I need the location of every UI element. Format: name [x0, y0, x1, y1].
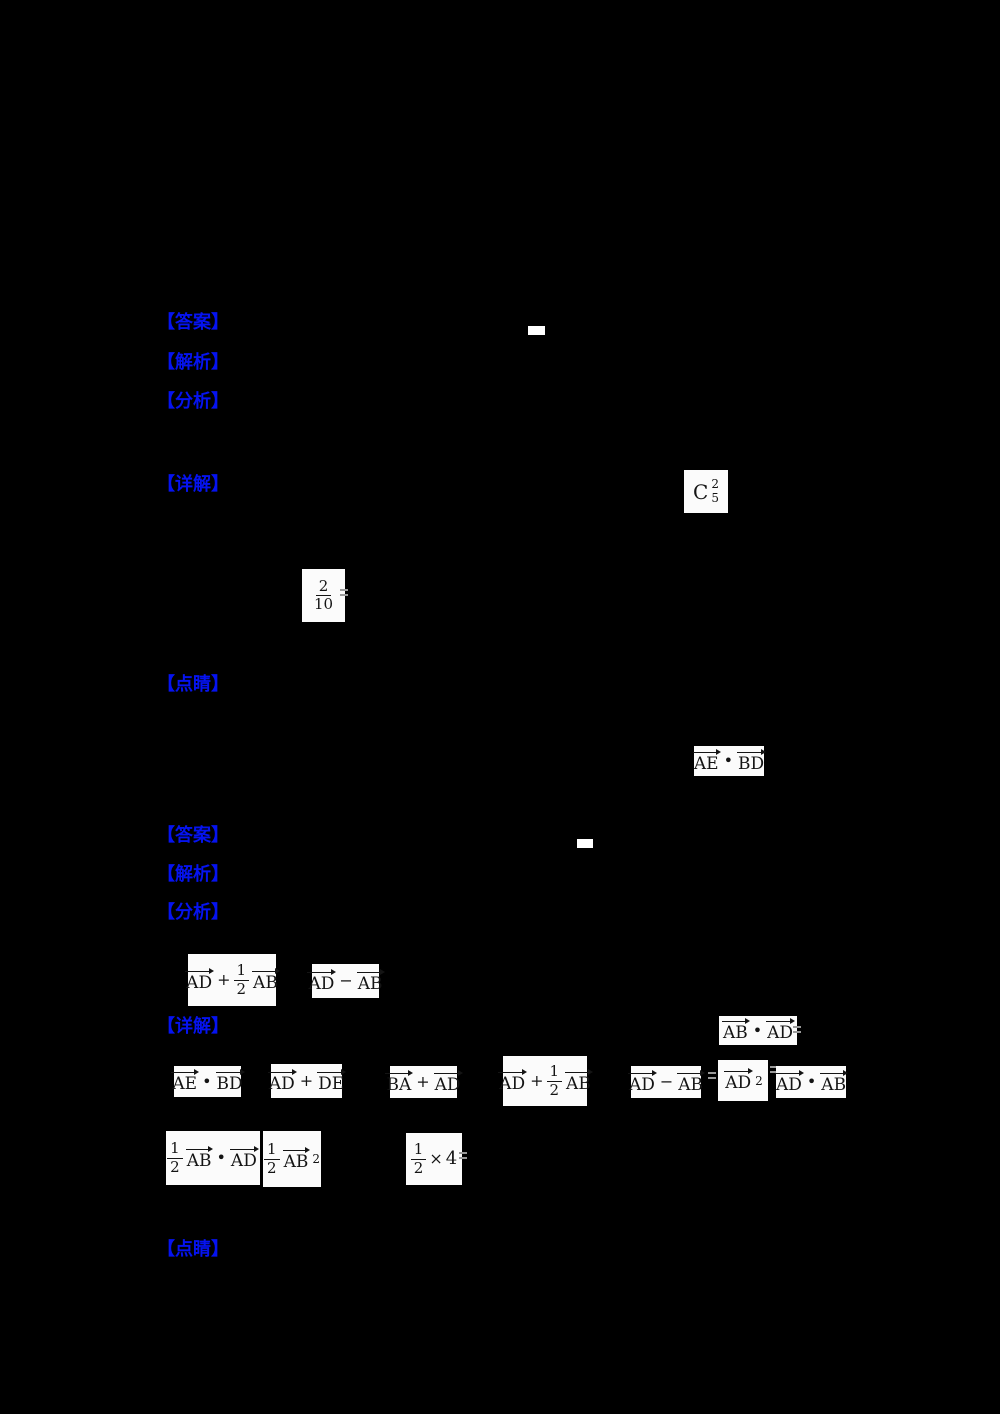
equals-fragment-1: [340, 587, 348, 598]
equals-fragment-5: [459, 1150, 467, 1161]
formula-half-times-4: 1 2 × 4: [406, 1133, 462, 1185]
formula-ad-plus-half-ab-2: AD +1 2 AB: [498, 1056, 593, 1106]
formula-half-ab-dot-ad: 1 2 AB • AD: [166, 1131, 260, 1185]
label-detail-2: 【详解】: [157, 1016, 229, 1037]
formula-ab-dot-ad: AB • AD: [719, 1016, 797, 1045]
equals-fragment-4: [770, 1064, 778, 1075]
formula-ad-plus-de: AD + DE: [267, 1064, 347, 1098]
formula-ad-plus-half-ab-1: AD +1 2 AB: [185, 954, 280, 1006]
formula-ba-plus-ad: BA + AD: [385, 1066, 463, 1098]
label-fenxi-2: 【分析】: [157, 902, 229, 923]
label-answer-1: 【答案】: [157, 312, 229, 333]
label-dianjing-2: 【点睛】: [157, 1239, 229, 1260]
formula-ad-minus-ab-2: AD − AB: [627, 1066, 705, 1098]
formula-ad-dot-ab: AD • AB: [774, 1066, 848, 1098]
formula-fraction-2-10: 2 10: [302, 569, 345, 622]
answer-blank-mark-2: [577, 839, 593, 848]
formula-half-ab-squared: 1 2 AB 2: [263, 1131, 321, 1187]
equals-fragment-2: [793, 1024, 801, 1035]
formula-ae-dot-bd-1: AE • BD: [692, 746, 767, 776]
label-dianjing-1: 【点睛】: [157, 674, 229, 695]
answer-blank-mark-1: [528, 326, 545, 335]
formula-ad-minus-ab-1: AD − AB: [307, 964, 385, 998]
equals-fragment-3: [708, 1070, 716, 1081]
formula-ad-squared: AD 2: [718, 1060, 768, 1101]
label-fenxi-1: 【分析】: [157, 391, 229, 412]
label-jiexi-1: 【解析】: [157, 352, 229, 373]
label-jiexi-2: 【解析】: [157, 864, 229, 885]
label-answer-2: 【答案】: [157, 825, 229, 846]
formula-ae-dot-bd-2: AE • BD: [171, 1066, 245, 1097]
label-detail-1: 【详解】: [157, 474, 229, 495]
